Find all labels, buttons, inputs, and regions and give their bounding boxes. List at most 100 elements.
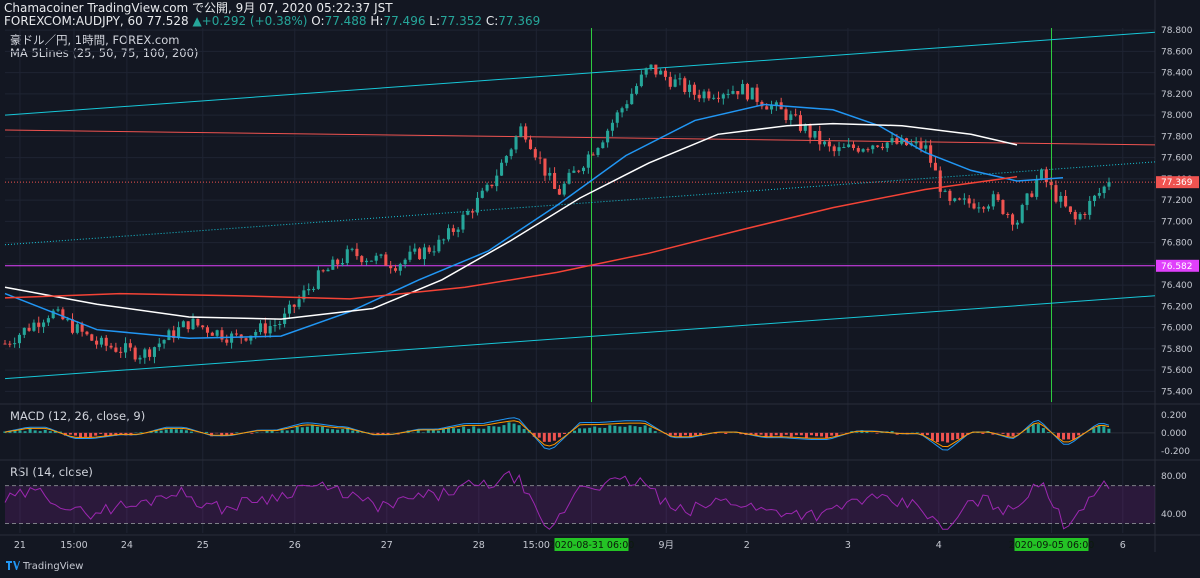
candle-body <box>42 322 46 327</box>
candle-body <box>263 323 267 334</box>
macd-hist-bar <box>714 432 718 434</box>
candle-body <box>837 147 841 152</box>
legend-symbol[interactable]: 豪ドル／円, 1時間, FOREX.com <box>10 33 180 47</box>
candle-body <box>157 343 161 348</box>
macd-hist-bar <box>517 425 521 433</box>
macd-hist-bar <box>815 432 819 437</box>
price-tick-2: 78.400 <box>1161 69 1193 79</box>
macd-hist-bar <box>119 432 123 435</box>
macd-hist-bar <box>1077 432 1081 436</box>
macd-hist-bar <box>502 425 506 433</box>
candle-body <box>374 255 378 261</box>
candle-body <box>162 340 166 344</box>
candle-body <box>268 326 272 334</box>
macd-hist-bar <box>598 427 602 433</box>
candle-body <box>982 207 986 209</box>
candle-body <box>1044 169 1048 183</box>
candle-body <box>823 141 827 145</box>
candle-body <box>442 239 446 241</box>
candle-body <box>461 214 465 230</box>
tradingview-logo-icon <box>6 561 20 571</box>
candle-body <box>933 162 937 171</box>
candle-body <box>225 339 229 343</box>
macd-hist-bar <box>189 431 193 433</box>
candle-body <box>287 304 291 314</box>
macd-hist-bar <box>1001 432 1005 434</box>
candle-body <box>620 108 624 113</box>
time-tag-bg-13 <box>1014 538 1089 551</box>
candle-body <box>861 149 865 152</box>
macd-hist-bar <box>699 432 703 436</box>
candle-body <box>509 149 513 157</box>
candle-body <box>75 324 79 333</box>
candle-body <box>813 131 817 138</box>
time-tick-10: 2 <box>744 540 750 551</box>
candle-body <box>95 340 99 345</box>
candle-body <box>99 337 103 345</box>
candle-body <box>924 145 928 149</box>
time-tick-1: 15:00 <box>60 540 87 551</box>
macd-hist-bar <box>633 426 637 433</box>
candle-body <box>398 264 402 271</box>
candle-body <box>451 228 455 232</box>
legend-ma[interactable]: MA 5Lines (25, 50, 75, 100, 200) <box>10 46 199 60</box>
macd-hist-bar <box>159 430 163 433</box>
price-tick-5: 77.800 <box>1161 132 1193 142</box>
macd-hist-bar <box>68 432 72 435</box>
candle-body <box>668 76 672 87</box>
macd-hist-bar <box>1072 432 1076 440</box>
macd-hist-bar <box>28 428 32 433</box>
macd-hist-bar <box>1046 432 1050 433</box>
price-tick-4: 78.000 <box>1161 111 1193 121</box>
time-tick-3: 25 <box>197 540 209 551</box>
candle-body <box>803 125 807 131</box>
candle-body <box>220 330 224 340</box>
macd-hist-bar <box>678 432 682 437</box>
candle-body <box>85 331 89 335</box>
candle-body <box>1107 182 1111 187</box>
candle-body <box>1054 185 1058 202</box>
legend-macd[interactable]: MACD (12, 26, close, 9) <box>10 409 146 423</box>
candle-body <box>880 146 884 149</box>
macd-hist-bar <box>789 432 793 437</box>
footer-brand[interactable]: TradingView <box>6 561 83 572</box>
candle-body <box>437 239 441 252</box>
macd-hist-bar <box>981 432 985 434</box>
candle-body <box>654 64 658 75</box>
candle-body <box>201 325 205 328</box>
candle-body <box>635 86 639 94</box>
macd-hist-bar <box>1107 428 1111 433</box>
candle-body <box>345 249 349 264</box>
ohlc-high-value: 77.496 <box>383 14 426 28</box>
macd-hist-bar <box>653 431 657 433</box>
macd-hist-bar <box>946 432 950 443</box>
candle-body <box>577 170 581 172</box>
candle-body <box>697 94 701 99</box>
ohlc-close: C:77.369 <box>486 14 540 28</box>
ohlc-high: H:77.496 <box>370 14 425 28</box>
macd-hist-bar <box>961 432 965 438</box>
macd-hist-bar <box>668 432 672 436</box>
candle-body <box>1025 193 1029 205</box>
macd-hist-bar <box>749 432 753 435</box>
candle-body <box>114 347 118 352</box>
legend-rsi[interactable]: RSI (14, close) <box>10 465 93 479</box>
macd-hist-bar <box>804 432 808 438</box>
candle-body <box>644 68 648 75</box>
candle-body <box>798 115 802 131</box>
macd-line <box>4 417 1110 451</box>
macd-hist-bar <box>139 432 143 433</box>
candle-body <box>938 170 942 192</box>
macd-hist-bar <box>346 428 350 433</box>
candle-body <box>528 139 533 150</box>
macd-hist-bar <box>235 432 239 433</box>
candle-body <box>355 248 359 257</box>
macd-hist-bar <box>109 432 113 437</box>
macd-hist-bar <box>320 426 324 433</box>
macd-hist-bar <box>673 432 677 436</box>
candle-body <box>538 157 542 159</box>
price-change: ▲+0.292 (+0.38%) <box>192 14 308 28</box>
macd-hist-bar <box>371 432 375 434</box>
candle-body <box>567 172 571 184</box>
